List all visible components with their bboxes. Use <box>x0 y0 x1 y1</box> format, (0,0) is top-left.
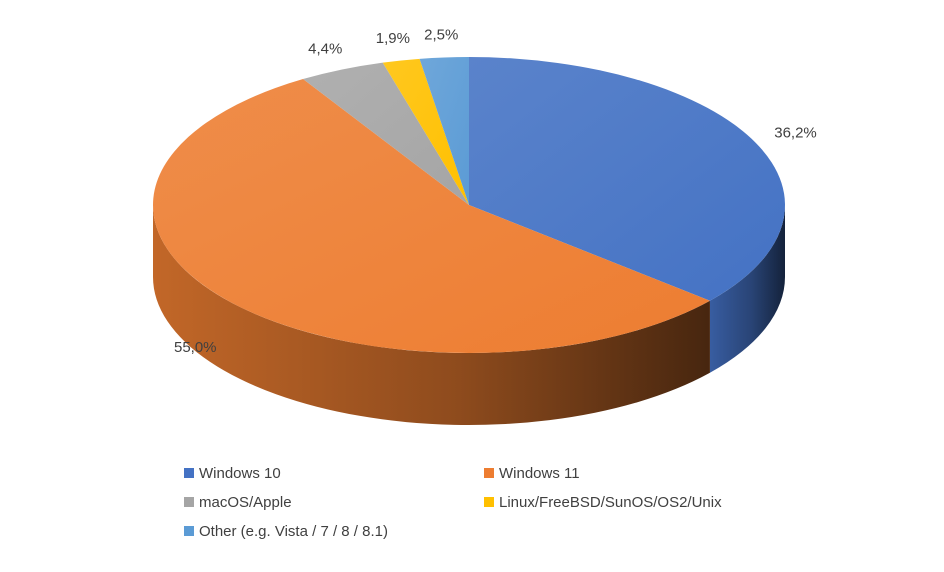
legend-item: Other (e.g. Vista / 7 / 8 / 8.1) <box>184 520 484 542</box>
pie-slice-macos-apple <box>303 62 469 205</box>
legend-label: Other (e.g. Vista / 7 / 8 / 8.1) <box>199 522 388 540</box>
pie-slice-windows-10 <box>469 57 785 301</box>
legend-label: Windows 10 <box>199 464 281 482</box>
pie-side-1 <box>152 205 710 425</box>
legend-label: Windows 11 <box>499 464 580 482</box>
legend-swatch <box>184 526 194 536</box>
data-label: 1,9% <box>376 30 410 47</box>
legend-item: Linux/FreeBSD/SunOS/OS2/Unix <box>484 491 824 513</box>
pie-slice-linux-freebsd-sunos-os2-unix <box>382 58 469 205</box>
legend-swatch <box>484 497 494 507</box>
legend-label: Linux/FreeBSD/SunOS/OS2/Unix <box>499 493 722 511</box>
legend-swatch <box>184 468 194 478</box>
chart-legend: Windows 10 Windows 11 macOS/Apple Linux/Fre… <box>184 462 824 542</box>
pie-slice-other-e-g-vista-7-8-8-1 <box>419 57 469 205</box>
data-label: 36,2% <box>774 125 817 142</box>
pie-side-0 <box>709 205 786 373</box>
legend-item: macOS/Apple <box>184 491 484 513</box>
data-label: 55,0% <box>174 339 217 356</box>
legend-label: macOS/Apple <box>199 493 292 511</box>
legend-swatch <box>184 497 194 507</box>
legend-item: Windows 11 <box>484 462 824 484</box>
data-label: 4,4% <box>308 40 342 57</box>
legend-item: Windows 10 <box>184 462 484 484</box>
legend-swatch <box>484 468 494 478</box>
data-label: 2,5% <box>424 26 458 43</box>
pie-slice-windows-11 <box>152 79 710 354</box>
